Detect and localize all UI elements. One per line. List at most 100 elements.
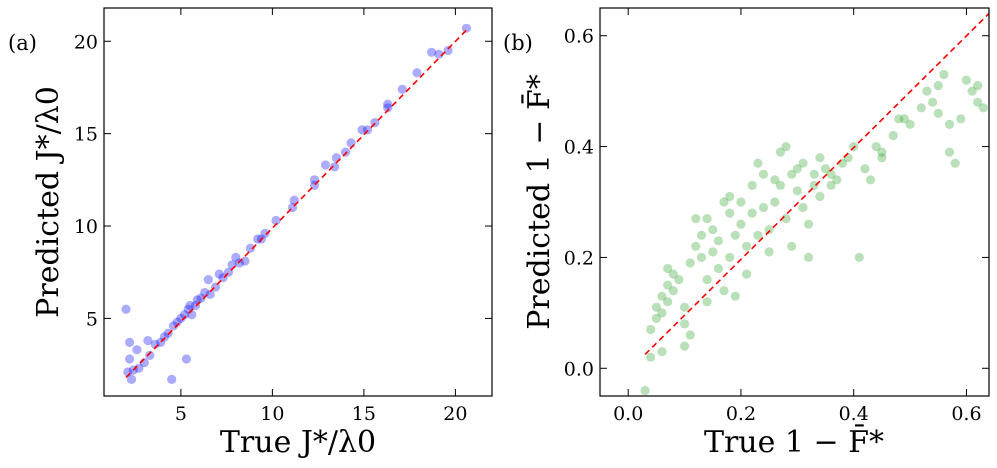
y-tick-label: 15 <box>74 124 98 146</box>
scatter-point <box>798 158 808 168</box>
scatter-point <box>804 219 814 229</box>
scatter-point <box>245 243 255 253</box>
scatter-point <box>685 258 695 268</box>
scatter-point <box>826 169 836 179</box>
reference-line <box>644 12 990 355</box>
scatter-point <box>956 114 966 124</box>
scatter-point <box>775 180 786 190</box>
scatter-point <box>362 125 373 135</box>
scatter-point <box>804 252 814 262</box>
scatter-point <box>753 230 763 240</box>
scatter-point <box>668 286 678 296</box>
scatter-point <box>854 252 864 262</box>
y-tick-label: 0.4 <box>564 137 594 159</box>
scatter-point <box>928 97 938 107</box>
x-tick-label: 0.2 <box>726 403 756 425</box>
y-tick-label: 0.6 <box>564 26 594 48</box>
scatter-point <box>725 191 735 202</box>
scatter-point <box>708 247 718 257</box>
scatter-point <box>412 68 422 78</box>
y-tick-label: 20 <box>74 31 98 53</box>
axes-frame <box>599 7 990 397</box>
scatter-point <box>331 153 341 163</box>
scatter-point <box>651 313 662 323</box>
axes-frame <box>103 7 493 397</box>
scatter-point <box>680 341 690 351</box>
scatter-point <box>894 114 904 124</box>
scatter-point <box>944 119 955 129</box>
scatter-point <box>663 297 673 307</box>
scatter-point <box>860 164 870 174</box>
panel-a: 5 10 15 20 5 10 15 20 (a) True J*/λ0 Predicted J*/… <box>8 7 493 460</box>
y-tick-label: 10 <box>74 216 98 238</box>
scatter-point <box>680 302 690 312</box>
scatter-point <box>770 197 780 207</box>
scatter-series <box>640 69 989 396</box>
panel-label: (a) <box>8 31 37 55</box>
y-tick-label: 0.2 <box>564 247 594 269</box>
scatter-point <box>730 291 740 301</box>
x-axis-label: True J*/λ0 <box>220 425 376 460</box>
scatter-point <box>736 197 746 207</box>
scatter-point <box>713 263 724 274</box>
scatter-point <box>871 142 881 152</box>
scatter-point <box>725 208 735 218</box>
scatter-point <box>719 197 729 207</box>
scatter-point <box>826 180 836 190</box>
y-axis-label: Predicted J*/λ0 <box>31 86 66 318</box>
scatter-point <box>809 169 819 179</box>
scatter-point <box>159 332 169 342</box>
scatter-point <box>764 225 774 235</box>
scatter-point <box>657 347 667 357</box>
scatter-point <box>725 252 735 262</box>
scatter-point <box>674 275 684 285</box>
y-axis-label: Predicted 1 − F̄* <box>521 74 557 330</box>
scatter-point <box>758 169 769 179</box>
scatter-point <box>443 45 453 56</box>
scatter-point <box>126 374 137 384</box>
scatter-point <box>231 252 241 262</box>
scatter-point <box>764 247 774 257</box>
scatter-point <box>742 269 752 279</box>
scatter-point <box>815 153 825 163</box>
scatter-point <box>691 214 701 224</box>
scatter-point <box>877 153 887 163</box>
scatter-point <box>121 304 131 314</box>
scatter-point <box>234 258 244 268</box>
scatter-point <box>341 147 351 157</box>
scatter-point <box>798 202 808 213</box>
scatter-point <box>775 147 786 157</box>
scatter-point <box>357 125 367 135</box>
scatter-point <box>185 300 195 311</box>
scatter-point <box>646 324 656 335</box>
scatter-point <box>680 319 690 329</box>
x-tick-label: 0.0 <box>613 403 643 425</box>
scatter-point <box>260 228 270 238</box>
scatter-point <box>832 175 842 185</box>
scatter-point <box>179 310 190 320</box>
scatter-point <box>167 374 177 384</box>
scatter-point <box>663 263 673 274</box>
x-tick-label: 0.6 <box>951 403 981 425</box>
scatter-point <box>877 147 887 157</box>
scatter-point <box>346 138 356 148</box>
x-axis-label: True 1 − F̄* <box>704 424 884 460</box>
panel-label: (b) <box>503 31 533 55</box>
scatter-point <box>434 49 444 59</box>
scatter-point <box>866 175 876 185</box>
scatter-point <box>657 308 667 318</box>
scatter-point <box>696 252 707 262</box>
scatter-point <box>787 241 797 251</box>
scatter-point <box>702 297 712 307</box>
scatter-point <box>320 160 331 170</box>
scatter-point <box>657 291 667 301</box>
scatter-point <box>742 241 752 251</box>
scatter-point <box>205 289 215 299</box>
scatter-point <box>843 153 853 163</box>
scatter-point <box>719 286 729 296</box>
panel-b: 0.0 0.2 0.4 0.6 0.0 0.2 0.4 0.6 (b) True 1 − F̄* P… <box>503 7 990 460</box>
scatter-point <box>736 219 746 229</box>
scatter-point <box>691 241 701 251</box>
scatter-point <box>702 214 712 224</box>
y-tick-label: 0.0 <box>564 358 594 380</box>
